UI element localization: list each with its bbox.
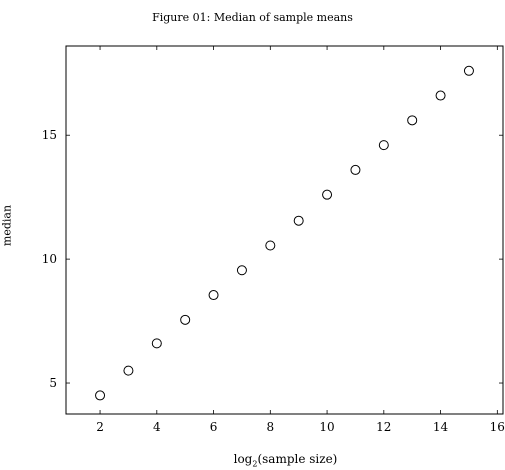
y-tick-label: 10 xyxy=(42,252,57,266)
x-tick-label: 4 xyxy=(153,420,161,434)
data-point xyxy=(322,189,333,200)
data-point xyxy=(123,365,134,376)
x-axis-label: log2(sample size) xyxy=(66,452,505,468)
x-tick-label: 8 xyxy=(266,420,274,434)
chart-title: Figure 01: Median of sample means xyxy=(152,11,353,24)
x-tick-label: 16 xyxy=(490,420,505,434)
x-tick-label: 6 xyxy=(210,420,218,434)
data-point xyxy=(350,164,361,175)
data-point xyxy=(151,338,162,349)
data-points xyxy=(95,65,474,401)
y-tick-label: 5 xyxy=(49,376,57,390)
data-point xyxy=(95,390,106,401)
data-point xyxy=(265,240,276,251)
x-axis-label-subscript: 2 xyxy=(252,459,258,469)
data-point xyxy=(180,314,191,325)
y-axis-label: median xyxy=(0,204,14,247)
x-axis-label-prefix: log xyxy=(233,452,253,466)
data-point xyxy=(463,65,474,76)
y-tick-label: 15 xyxy=(42,128,57,142)
x-tick-label: 2 xyxy=(96,420,104,434)
axis-ticks: 2 4 6 8 10 12 14 16 5 10 15 xyxy=(42,46,505,434)
data-point xyxy=(407,115,418,126)
data-point xyxy=(378,140,389,151)
x-tick-label: 14 xyxy=(433,420,449,434)
plot-frame xyxy=(65,45,504,415)
data-point xyxy=(208,290,219,301)
x-axis-label-suffix: (sample size) xyxy=(257,452,338,466)
x-tick-label: 12 xyxy=(376,420,391,434)
x-tick-label: 10 xyxy=(319,420,334,434)
data-point xyxy=(435,90,446,101)
data-point xyxy=(293,215,304,226)
data-point xyxy=(236,265,247,276)
